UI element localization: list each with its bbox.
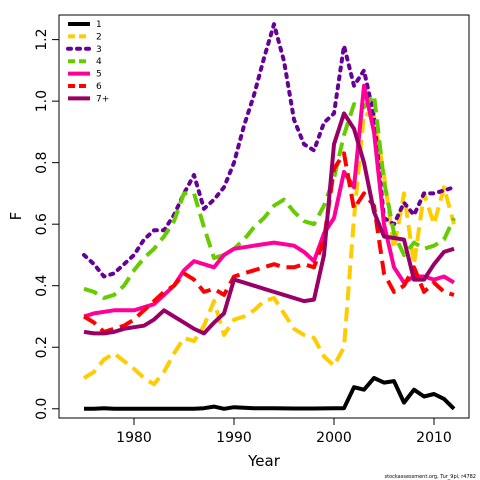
series-line-5 (83, 83, 456, 319)
y-tick-label-0.6: 0.6 (34, 213, 50, 235)
x-axis: 1980 1990 2000 2010 (116, 418, 452, 446)
y-tick-label-0.0: 0.0 (34, 398, 50, 420)
legend-label-2: 2 (96, 32, 102, 42)
y-tick-label-1.2: 1.2 (34, 28, 50, 50)
x-axis-title: Year (247, 452, 281, 470)
legend: 1 2 3 4 5 6 7+ (66, 20, 109, 104)
x-tick-label-1980: 1980 (116, 430, 152, 446)
y-tick-label-0.2: 0.2 (34, 336, 50, 358)
series-lines (82, 22, 456, 411)
legend-label-3: 3 (96, 45, 102, 55)
x-tick-label-2010: 2010 (416, 430, 452, 446)
plot-frame (58, 14, 470, 419)
series-line-2 (82, 111, 456, 387)
y-tick-label-0.8: 0.8 (34, 152, 50, 174)
series-line-1 (84, 376, 456, 411)
credit-text: stockassessment.org, Tur_9pl, r4782 (384, 474, 476, 480)
legend-label-6: 6 (96, 82, 102, 92)
series-line-6 (82, 151, 455, 334)
series-line-7 (83, 111, 455, 336)
legend-label-4: 4 (96, 57, 102, 67)
x-tick-label-2000: 2000 (316, 430, 352, 446)
legend-label-7: 7+ (96, 94, 109, 104)
legend-label-1: 1 (96, 20, 102, 30)
y-axis: 0.0 0.2 0.4 0.6 0.8 1.0 1.2 (34, 28, 59, 420)
legend-label-5: 5 (96, 70, 102, 80)
series-line-4 (83, 93, 456, 300)
y-axis-title: F (7, 212, 25, 221)
y-tick-label-0.4: 0.4 (34, 274, 50, 296)
y-tick-label-1.0: 1.0 (34, 90, 50, 112)
x-tick-label-1990: 1990 (216, 430, 252, 446)
